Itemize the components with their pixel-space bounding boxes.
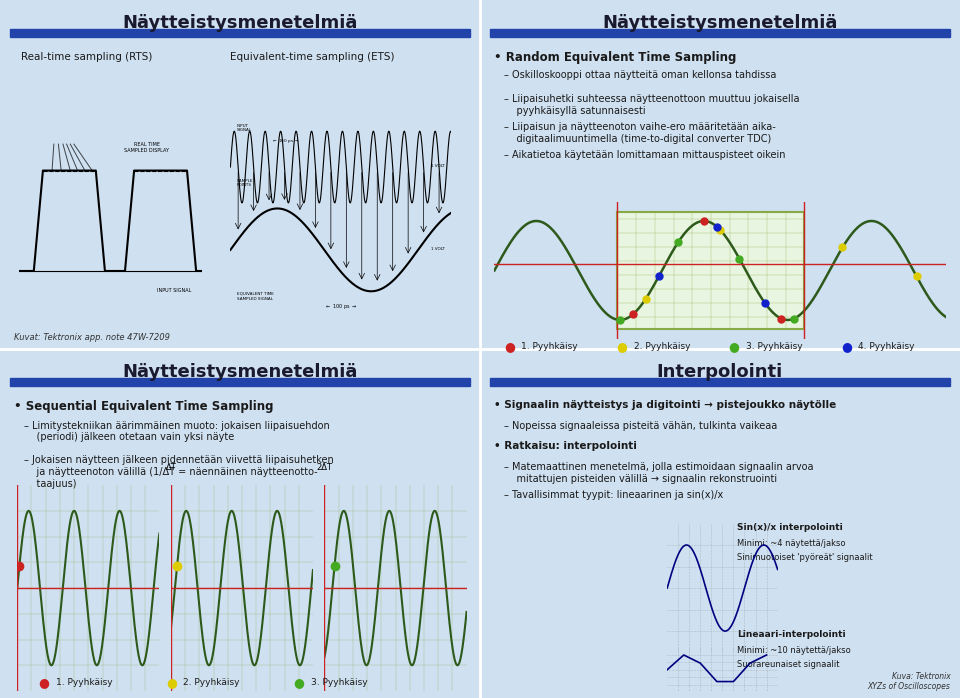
Text: Interpolointi: Interpolointi xyxy=(657,363,783,381)
Text: – Nopeissa signaaleissa pisteitä vähän, tulkinta vaikeaa: – Nopeissa signaaleissa pisteitä vähän, … xyxy=(504,420,778,431)
Text: Näytteistysmenetelmiä: Näytteistysmenetelmiä xyxy=(122,363,358,381)
Text: ΔT: ΔT xyxy=(165,463,177,473)
Text: 1. Pyyhkäisy: 1. Pyyhkäisy xyxy=(521,343,578,351)
Text: – Tavallisimmat tyypit: lineaarinen ja sin(x)/x: – Tavallisimmat tyypit: lineaarinen ja s… xyxy=(504,490,723,500)
Text: Minimi: ~4 näytettä/jakso: Minimi: ~4 näytettä/jakso xyxy=(737,539,846,548)
Text: Kuva: Tektronix
XYZs of Oscilloscopes: Kuva: Tektronix XYZs of Oscilloscopes xyxy=(868,671,950,691)
Text: Kuvat: Tektronix app. note 47W-7209: Kuvat: Tektronix app. note 47W-7209 xyxy=(14,333,171,342)
Text: 2ΔT: 2ΔT xyxy=(317,463,332,473)
Text: • Ratkaisu: interpolointi: • Ratkaisu: interpolointi xyxy=(494,442,637,452)
Text: 4. Pyyhkäisy: 4. Pyyhkäisy xyxy=(858,343,915,351)
Text: • Signaalin näytteistys ja digitointi → pistejoukko näytölle: • Signaalin näytteistys ja digitointi → … xyxy=(494,399,837,410)
Text: 3. Pyyhkäisy: 3. Pyyhkäisy xyxy=(746,343,803,351)
Text: Sinimuotoiset 'pyöreät' signaalit: Sinimuotoiset 'pyöreät' signaalit xyxy=(737,553,873,562)
Text: – Limitystekniikan äärimmäinen muoto: jokaisen liipaisuehdon
    (periodi) jälke: – Limitystekniikan äärimmäinen muoto: jo… xyxy=(24,420,329,442)
Text: INPUT
SIGNAL: INPUT SIGNAL xyxy=(237,124,252,132)
Bar xyxy=(617,211,804,329)
Text: ●: ● xyxy=(841,341,852,353)
Text: ●: ● xyxy=(166,676,177,689)
Text: ●: ● xyxy=(729,341,739,353)
Text: – Matemaattinen menetelmä, jolla estimoidaan signaalin arvoa
    mitattujen pist: – Matemaattinen menetelmä, jolla estimoi… xyxy=(504,462,813,484)
Text: Lineaari-interpolointi: Lineaari-interpolointi xyxy=(737,630,846,639)
Bar xyxy=(490,29,950,36)
Text: 1 VOLT: 1 VOLT xyxy=(431,164,444,168)
Text: 1. Pyyhkäisy: 1. Pyyhkäisy xyxy=(56,678,112,687)
Text: ●: ● xyxy=(616,341,627,353)
Text: – Oskilloskooppi ottaa näytteitä oman kellonsa tahdissa: – Oskilloskooppi ottaa näytteitä oman ke… xyxy=(504,70,777,80)
Text: ●: ● xyxy=(38,676,49,689)
Text: ●: ● xyxy=(504,341,515,353)
Bar xyxy=(10,29,470,36)
Text: – Jokaisen näytteen jälkeen pidennetään viivettä liipaisuhetken
    ja näytteeno: – Jokaisen näytteen jälkeen pidennetään … xyxy=(24,456,334,489)
Text: • Sequential Equivalent Time Sampling: • Sequential Equivalent Time Sampling xyxy=(14,399,274,413)
Text: $\leftarrow$ 100 ps $\rightarrow$: $\leftarrow$ 100 ps $\rightarrow$ xyxy=(272,138,300,145)
Text: 3. Pyyhkäisy: 3. Pyyhkäisy xyxy=(311,678,368,687)
Text: – Liipaisun ja näytteenoton vaihe-ero määritetään aika-
    digitaalimuuntimella: – Liipaisun ja näytteenoton vaihe-ero mä… xyxy=(504,122,776,144)
Bar xyxy=(490,378,950,385)
Text: ●: ● xyxy=(294,676,304,689)
Bar xyxy=(10,378,470,385)
Text: Sin(x)/x interpolointi: Sin(x)/x interpolointi xyxy=(737,524,843,533)
Text: Näytteistysmenetelmiä: Näytteistysmenetelmiä xyxy=(122,14,358,32)
Text: • Random Equivalent Time Sampling: • Random Equivalent Time Sampling xyxy=(494,51,736,64)
Text: Näytteistysmenetelmiä: Näytteistysmenetelmiä xyxy=(602,14,838,32)
Text: $\leftarrow$ 100 ps $\rightarrow$: $\leftarrow$ 100 ps $\rightarrow$ xyxy=(324,302,357,311)
Text: Suorareunaiset signaalit: Suorareunaiset signaalit xyxy=(737,660,839,669)
Text: Real-time sampling (RTS): Real-time sampling (RTS) xyxy=(21,52,152,62)
Text: 2. Pyyhkäisy: 2. Pyyhkäisy xyxy=(634,343,690,351)
Text: INPUT SIGNAL: INPUT SIGNAL xyxy=(157,288,191,293)
Text: – Aikatietoa käytetään lomittamaan mittauspisteet oikein: – Aikatietoa käytetään lomittamaan mitta… xyxy=(504,150,785,160)
Text: 2. Pyyhkäisy: 2. Pyyhkäisy xyxy=(183,678,240,687)
Text: EQUIVALENT TIME
SAMPLED SIGNAL: EQUIVALENT TIME SAMPLED SIGNAL xyxy=(237,292,274,301)
Text: Equivalent-time sampling (ETS): Equivalent-time sampling (ETS) xyxy=(229,52,395,62)
Text: Minimi: ~10 näytettä/jakso: Minimi: ~10 näytettä/jakso xyxy=(737,646,851,655)
Text: – Liipaisuhetki suhteessa näytteenottoon muuttuu jokaisella
    pyyhkäisyllä sat: – Liipaisuhetki suhteessa näytteenottoon… xyxy=(504,94,800,116)
Text: SAMPLE
POINTS: SAMPLE POINTS xyxy=(237,179,253,187)
Text: REAL TIME
SAMPLED DISPLAY: REAL TIME SAMPLED DISPLAY xyxy=(125,142,169,153)
Text: 1 VOLT: 1 VOLT xyxy=(431,247,444,251)
